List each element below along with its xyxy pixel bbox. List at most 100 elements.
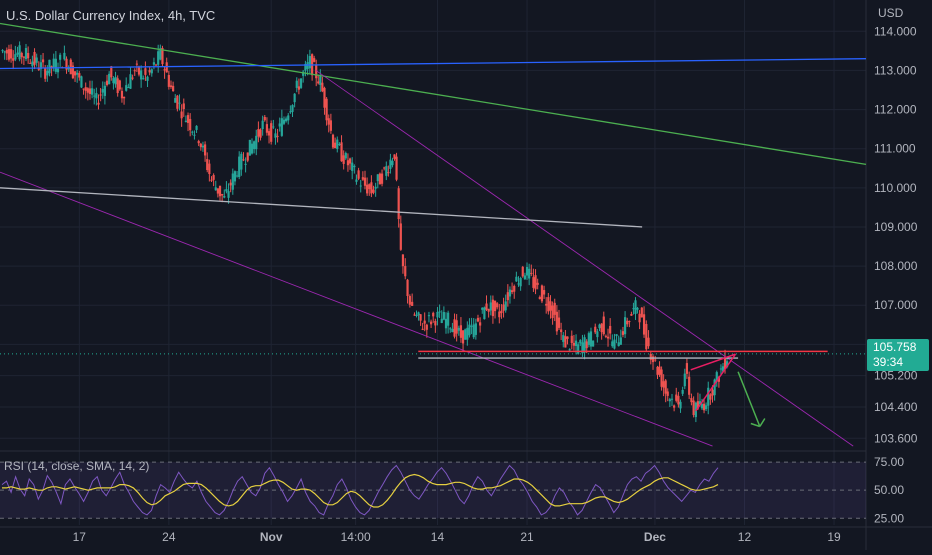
candle-body	[715, 372, 718, 382]
candle-body	[148, 70, 151, 73]
candle-body	[63, 52, 66, 60]
candle-body	[180, 111, 183, 119]
candle-body	[178, 102, 181, 104]
candle-body	[184, 120, 188, 122]
y-tick-label: 109.000	[874, 220, 918, 234]
candle-body	[82, 88, 85, 90]
candle-body	[570, 335, 573, 343]
candle-body	[666, 391, 669, 396]
candle-body	[122, 96, 126, 99]
candle-body	[547, 297, 550, 312]
x-tick-label: Nov	[260, 530, 283, 544]
candle-body	[265, 124, 269, 133]
candle-body	[212, 175, 215, 180]
candle-body	[647, 337, 650, 347]
candle-body	[159, 48, 162, 60]
candle-body	[660, 369, 663, 387]
candle-body	[642, 314, 646, 335]
candle-body	[461, 330, 465, 344]
candle-body	[370, 182, 373, 194]
rsi-tick-label: 50.00	[874, 483, 904, 497]
candle-body	[344, 153, 347, 159]
candle-body	[498, 311, 501, 318]
candle-body	[404, 266, 407, 277]
candle-body	[500, 310, 503, 314]
candle-body	[656, 366, 659, 375]
candle-body	[261, 120, 264, 130]
candle-body	[313, 58, 316, 62]
candle-body	[93, 95, 96, 97]
candle-body	[250, 143, 254, 154]
candle-body	[645, 323, 648, 350]
candle-body	[513, 285, 516, 292]
candle-body	[86, 88, 89, 93]
candle-body	[340, 142, 343, 162]
candle-body	[101, 89, 104, 93]
candle-body	[255, 135, 258, 150]
candle-body	[203, 144, 207, 156]
candle-body	[538, 297, 541, 300]
candle-body	[436, 311, 439, 318]
candle-body	[596, 331, 599, 338]
candle-body	[114, 76, 117, 85]
gray-trendline	[0, 187, 643, 228]
candle-body	[395, 156, 398, 180]
candle-body	[52, 58, 55, 68]
candle-body	[120, 90, 124, 99]
candle-body	[231, 173, 234, 190]
candle-body	[78, 73, 81, 78]
current-price-value: 105.758	[873, 340, 917, 354]
candle-body	[519, 278, 522, 287]
candle-body	[415, 314, 418, 316]
candle-body	[399, 223, 402, 250]
candle-body	[658, 366, 661, 375]
candle-body	[600, 323, 603, 333]
candle-body	[611, 341, 614, 347]
candle-body	[440, 318, 443, 323]
candle-body	[383, 167, 386, 169]
candle-body	[419, 314, 422, 321]
candle-body	[35, 57, 38, 63]
candle-body	[679, 401, 682, 409]
candle-body	[22, 56, 25, 58]
x-tick-label: Dec	[644, 530, 666, 544]
candle-body	[542, 290, 546, 295]
candle-body	[585, 341, 588, 349]
candle-body	[698, 401, 702, 405]
candle-body	[195, 125, 198, 130]
candle-body	[523, 275, 526, 280]
candle-body	[218, 185, 222, 197]
y-tick-label: 112.000	[874, 103, 917, 117]
candle-body	[487, 308, 490, 312]
candle-body	[366, 184, 369, 194]
candle-body	[551, 305, 554, 319]
candle-body	[540, 285, 544, 302]
candle-body	[634, 300, 637, 314]
candle-body	[609, 325, 612, 334]
candle-body	[299, 78, 303, 88]
candle-body	[1, 50, 4, 52]
candle-body	[201, 145, 205, 148]
x-tick-label: 14:00	[341, 530, 371, 544]
candle-body	[278, 123, 281, 127]
candle-body	[105, 80, 109, 86]
candle-body	[18, 45, 21, 60]
candle-body	[189, 118, 192, 131]
candle-body	[638, 313, 641, 323]
candle-body	[48, 59, 51, 74]
candle-body	[46, 71, 49, 76]
candle-body	[707, 387, 710, 406]
candle-body	[692, 400, 695, 415]
candle-body	[24, 48, 28, 60]
candle-body	[545, 303, 548, 306]
candle-body	[112, 78, 115, 84]
candle-body	[317, 81, 320, 84]
candle-body	[391, 160, 394, 166]
candle-body	[368, 184, 371, 190]
purple-trendline	[315, 70, 854, 447]
candle-body	[7, 49, 11, 60]
candle-body	[110, 66, 113, 78]
candle-body	[263, 116, 266, 121]
